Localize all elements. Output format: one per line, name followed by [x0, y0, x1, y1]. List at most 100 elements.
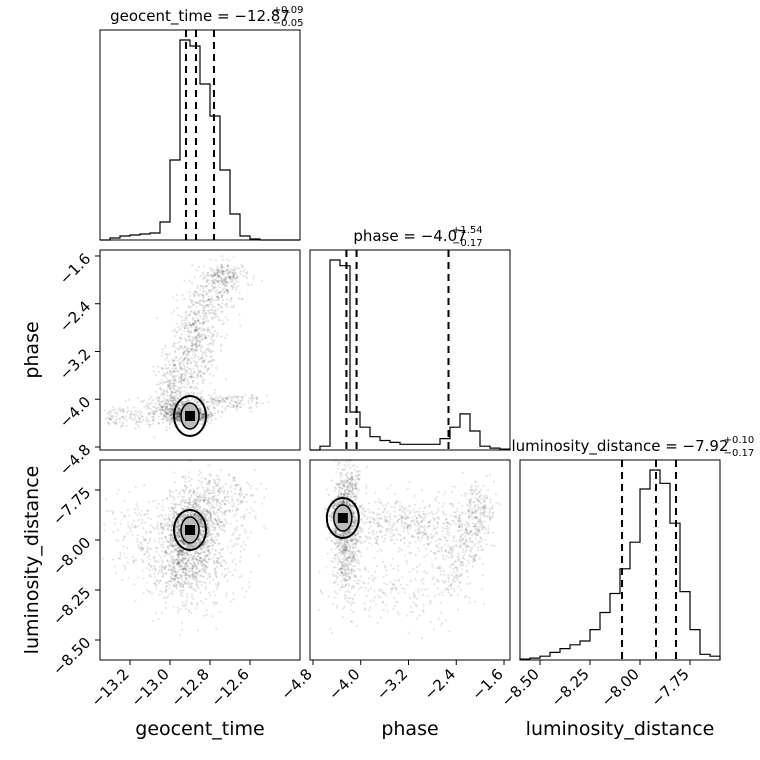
sample-point: [160, 556, 163, 560]
sample-point: [246, 270, 249, 273]
sample-point: [229, 280, 232, 283]
sample-point: [218, 319, 221, 322]
sample-point: [165, 415, 168, 419]
sample-point: [204, 351, 207, 354]
sample-point: [164, 410, 167, 413]
sample-point: [212, 506, 215, 509]
sample-point: [213, 517, 216, 520]
sample-point: [190, 347, 193, 350]
sample-point: [114, 421, 117, 425]
sample-point: [198, 501, 201, 504]
sample-point: [183, 379, 186, 382]
sample-point: [172, 396, 175, 399]
sample-point: [171, 522, 174, 525]
sample-point: [211, 308, 214, 312]
sample-point: [161, 561, 164, 564]
sample-point: [188, 471, 191, 474]
sample-point: [157, 515, 160, 518]
sample-point: [250, 394, 253, 397]
sample-point: [203, 358, 206, 361]
sample-point: [182, 400, 185, 404]
sample-point: [224, 289, 227, 292]
sample-point: [179, 404, 182, 407]
sample-point: [218, 526, 221, 529]
sample-point: [214, 536, 218, 539]
sample-point: [193, 343, 196, 346]
sample-point: [177, 369, 180, 372]
sample-point: [189, 375, 193, 378]
sample-point: [196, 338, 199, 342]
sample-point: [174, 570, 177, 573]
sample-point: [119, 410, 122, 413]
sample-point: [245, 272, 248, 275]
sample-point: [177, 555, 180, 558]
sample-point: [220, 277, 223, 280]
sample-point: [204, 364, 207, 367]
sample-point: [138, 418, 141, 421]
sample-point: [183, 501, 186, 504]
sample-point: [191, 341, 194, 344]
sample-point: [161, 531, 164, 534]
sample-point: [176, 423, 179, 426]
sample-point: [207, 271, 210, 275]
sample-point: [180, 377, 183, 380]
sample-point: [247, 483, 250, 486]
sample-point: [135, 503, 138, 506]
sample-point: [135, 420, 138, 423]
sample-point: [191, 373, 194, 376]
sample-point: [161, 391, 164, 394]
sample-point: [198, 556, 201, 559]
sample-point: [203, 614, 206, 617]
sample-point: [147, 412, 150, 415]
sample-point: [196, 337, 199, 340]
sample-point: [239, 560, 242, 563]
sample-point: [108, 423, 111, 426]
sample-point: [146, 418, 149, 421]
sample-point: [201, 399, 204, 402]
sample-point: [176, 397, 180, 400]
sample-point: [160, 410, 163, 413]
sample-point: [190, 323, 193, 326]
sample-point: [196, 601, 199, 605]
sample-point: [165, 353, 169, 356]
sample-point: [221, 290, 224, 293]
sample-point: [210, 303, 213, 306]
sample-point: [199, 288, 202, 291]
sample-point: [204, 365, 207, 368]
sample-point: [219, 263, 222, 266]
sample-point: [206, 348, 209, 351]
sample-point: [201, 410, 204, 413]
sample-point: [174, 363, 177, 366]
sample-point: [215, 523, 218, 526]
sample-point: [175, 414, 178, 417]
sample-point: [222, 279, 225, 282]
sample-point: [200, 556, 203, 559]
sample-point: [208, 348, 212, 351]
sample-point: [210, 411, 213, 414]
sample-point: [151, 567, 154, 571]
sample-point: [175, 368, 178, 372]
sample-point: [202, 529, 205, 533]
sample-point: [219, 486, 222, 489]
sample-point: [191, 375, 194, 378]
sample-point: [237, 398, 240, 402]
sample-point: [190, 281, 193, 284]
sample-point: [189, 562, 192, 565]
sample-point: [177, 609, 180, 612]
sample-point: [191, 299, 194, 302]
sample-point: [468, 561, 471, 565]
sample-point: [217, 275, 221, 278]
sample-point: [142, 577, 145, 580]
sample-point: [183, 377, 186, 380]
sample-point: [219, 395, 222, 398]
sample-point: [166, 399, 169, 402]
sample-point: [199, 422, 202, 425]
sample-point: [185, 317, 188, 320]
sample-point: [414, 578, 417, 581]
sample-point: [393, 605, 396, 608]
sample-point: [159, 544, 163, 547]
sample-point: [194, 565, 197, 568]
sample-point: [199, 322, 202, 325]
sample-point: [173, 497, 176, 500]
sample-point: [260, 482, 263, 485]
